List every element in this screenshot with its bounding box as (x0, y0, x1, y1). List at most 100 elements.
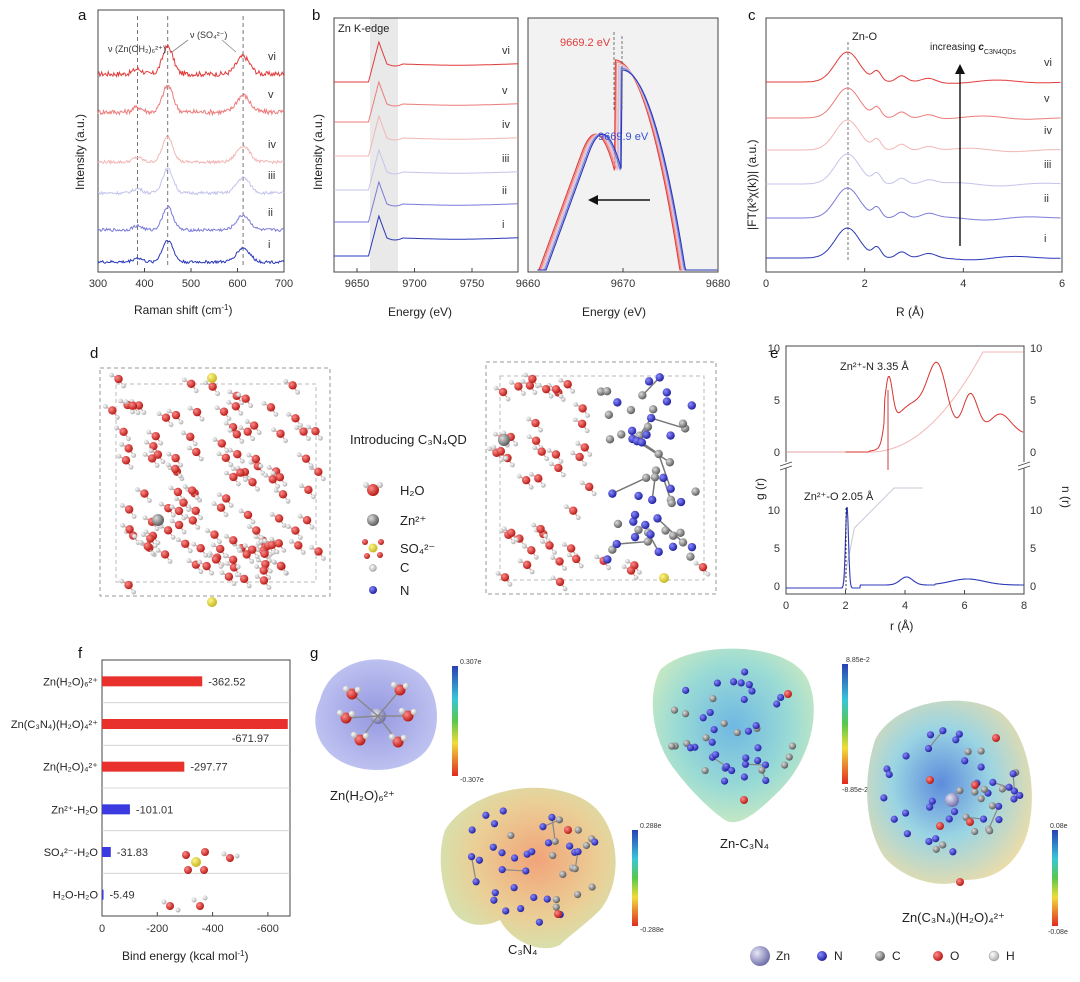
c-curve-label-v: v (1044, 93, 1050, 105)
peak-label-red: 9669.2 eV (560, 37, 611, 49)
b-curve-label-ii: ii (502, 185, 507, 197)
md-c3n4-quantum-dot (596, 373, 700, 564)
panel-b-inset-frame (527, 17, 719, 273)
shift-arrow-head (588, 195, 598, 205)
panel-b-ylabel: Intensity (a.u.) (311, 114, 325, 190)
a-tick-label-700: 700 (275, 278, 293, 290)
b-tick-label-9650: 9650 (345, 278, 369, 290)
panel-a-xlabel: Raman shift (cm-1) (134, 303, 232, 318)
mol4-label: Zn(C₃N₄)(H₂O)₄²⁺ (902, 910, 1005, 925)
a-curve-vi (97, 43, 285, 78)
legend-c: C (400, 560, 409, 575)
panel-e-curves (786, 351, 1024, 589)
e-top-ytick-10: 10 (768, 343, 780, 355)
f-category-3: Zn²⁺-H₂O (51, 804, 98, 816)
panel-e-zn-o-label: Zn²⁺-O 2.05 Å (804, 490, 874, 503)
md-box-right (485, 361, 717, 595)
e-bottom-ytick-5: 5 (774, 543, 780, 555)
e-bottom-rtick-0: 0 (1030, 581, 1036, 593)
a-tick-label-400: 400 (135, 278, 153, 290)
panel-label-a: a (78, 7, 87, 24)
legend-h2o: H₂O (400, 483, 425, 498)
a-curve-label-ii: ii (268, 207, 273, 219)
b-curve-label-iv: iv (502, 119, 510, 131)
legend-g-n-symbol (817, 951, 827, 961)
f-bar-2 (102, 761, 185, 772)
colorbar-3-min: -8.85e-2 (842, 787, 868, 794)
axis-break-left-mask (782, 462, 790, 468)
panel-f: f -362.52 Zn(H₂O)₆²⁺ -671.97 Zn(C₃N₄)(H₂O)₄… (11, 645, 291, 964)
panel-e-ylabel-right: n (r) (1059, 486, 1073, 508)
b-curve-v (334, 80, 518, 123)
e-bottom-gr-curve (786, 507, 1024, 589)
a-curve-i (97, 240, 285, 265)
panel-e-frame (785, 345, 1025, 595)
f-tick-label-2: -400 (202, 923, 224, 935)
axis-break-marks (779, 461, 1031, 471)
c-curve-label-iii: iii (1044, 159, 1051, 171)
panel-c-trend-arrowhead (955, 64, 965, 74)
panel-b-edge-label: Zn K-edge (338, 23, 389, 35)
panel-a-dashed-lines (137, 16, 244, 268)
b-curve-label-iii: iii (502, 153, 509, 165)
c-tick-label-0: 0 (763, 278, 769, 290)
colorbar-4-min: -0.08e (1048, 929, 1068, 936)
panel-b-frame (333, 17, 519, 273)
a-curve-ii (97, 205, 285, 233)
f-bar-0 (102, 676, 203, 687)
panel-c-arrow-label: increasing cC3N4QDs (930, 42, 1016, 56)
b-curve-iv (334, 114, 518, 157)
axis-break-right-mask (1020, 462, 1028, 468)
panel-c-peak-label: Zn-O (852, 31, 878, 43)
panel-c-frame (765, 17, 1063, 273)
panel-label-g: g (310, 645, 318, 662)
panel-d-transition-label: Introducing C₃N₄QD (350, 432, 467, 447)
f-category-2: Zn(H₂O)₄²⁺ (43, 762, 98, 774)
d-left-zn (152, 514, 164, 526)
panel-e-ylabel-left: g (r) (753, 478, 767, 500)
panel-f-inset-molecules (161, 848, 240, 913)
b-curve-label-vi: vi (502, 45, 510, 57)
e-top-rtick-0: 0 (1030, 447, 1036, 459)
panel-a-curves (97, 43, 285, 265)
legend-g-zn: Zn (776, 949, 790, 963)
legend-g-o: O (950, 949, 959, 963)
panel-a-peak-label-zn: ν (Zn(OH₂)₆²⁺) (108, 44, 166, 54)
b-inset-tick-label-9670: 9670 (611, 278, 635, 290)
panel-f-bars: -362.52 Zn(H₂O)₆²⁺ -671.97 Zn(C₃N₄)(H₂O)₄²⁺… (11, 676, 290, 902)
colorbar-2-min: -0.288e (640, 927, 664, 934)
panel-e-xlabel: r (Å) (890, 618, 913, 633)
panel-f-xticks: 0 -200 -400 -600 (99, 912, 279, 935)
e-top-gr-curve (845, 361, 1024, 453)
f-category-4: SO₄²⁻-H₂O (44, 847, 99, 859)
e-top-nr-curve (845, 351, 1024, 453)
panel-b-inset-xlabel: Energy (eV) (582, 305, 646, 319)
panel-b-xticks: 9650 9700 9750 (345, 268, 484, 290)
c-tick-label-2: 2 (862, 278, 868, 290)
md-box-left (99, 367, 331, 607)
a-curve-iv (97, 135, 285, 165)
panel-e: e Zn²⁺-N 3.35 Å Zn²⁺-O 2.05 Å 0 2 4 6 80 05 51… (753, 343, 1073, 633)
c-curve-v (766, 87, 1061, 120)
f-bar-3 (102, 804, 130, 815)
f-category-5: H₂O-H₂O (53, 890, 99, 902)
panel-b-xlabel: Energy (eV) (388, 305, 452, 319)
c-curve-label-i: i (1044, 233, 1046, 245)
e-bottom-rtick-5: 5 (1030, 543, 1036, 555)
legend-g-c-symbol (875, 951, 885, 961)
panel-label-b: b (312, 7, 320, 24)
e-top-ytick-0: 0 (774, 447, 780, 459)
f-tick-label-1: -200 (146, 923, 168, 935)
a-curve-label-i: i (268, 239, 270, 251)
c-curve-label-vi: vi (1044, 57, 1052, 69)
colorbar-2-max: 0.288e (640, 823, 662, 830)
panel-f-xlabel: Bind energy (kcal mol-1) (122, 949, 249, 964)
colorbar-4 (1052, 830, 1058, 926)
f-tick-label-3: -600 (257, 923, 279, 935)
legend-g-o-symbol (933, 951, 943, 961)
colorbar-1-min: -0.307e (460, 777, 484, 784)
